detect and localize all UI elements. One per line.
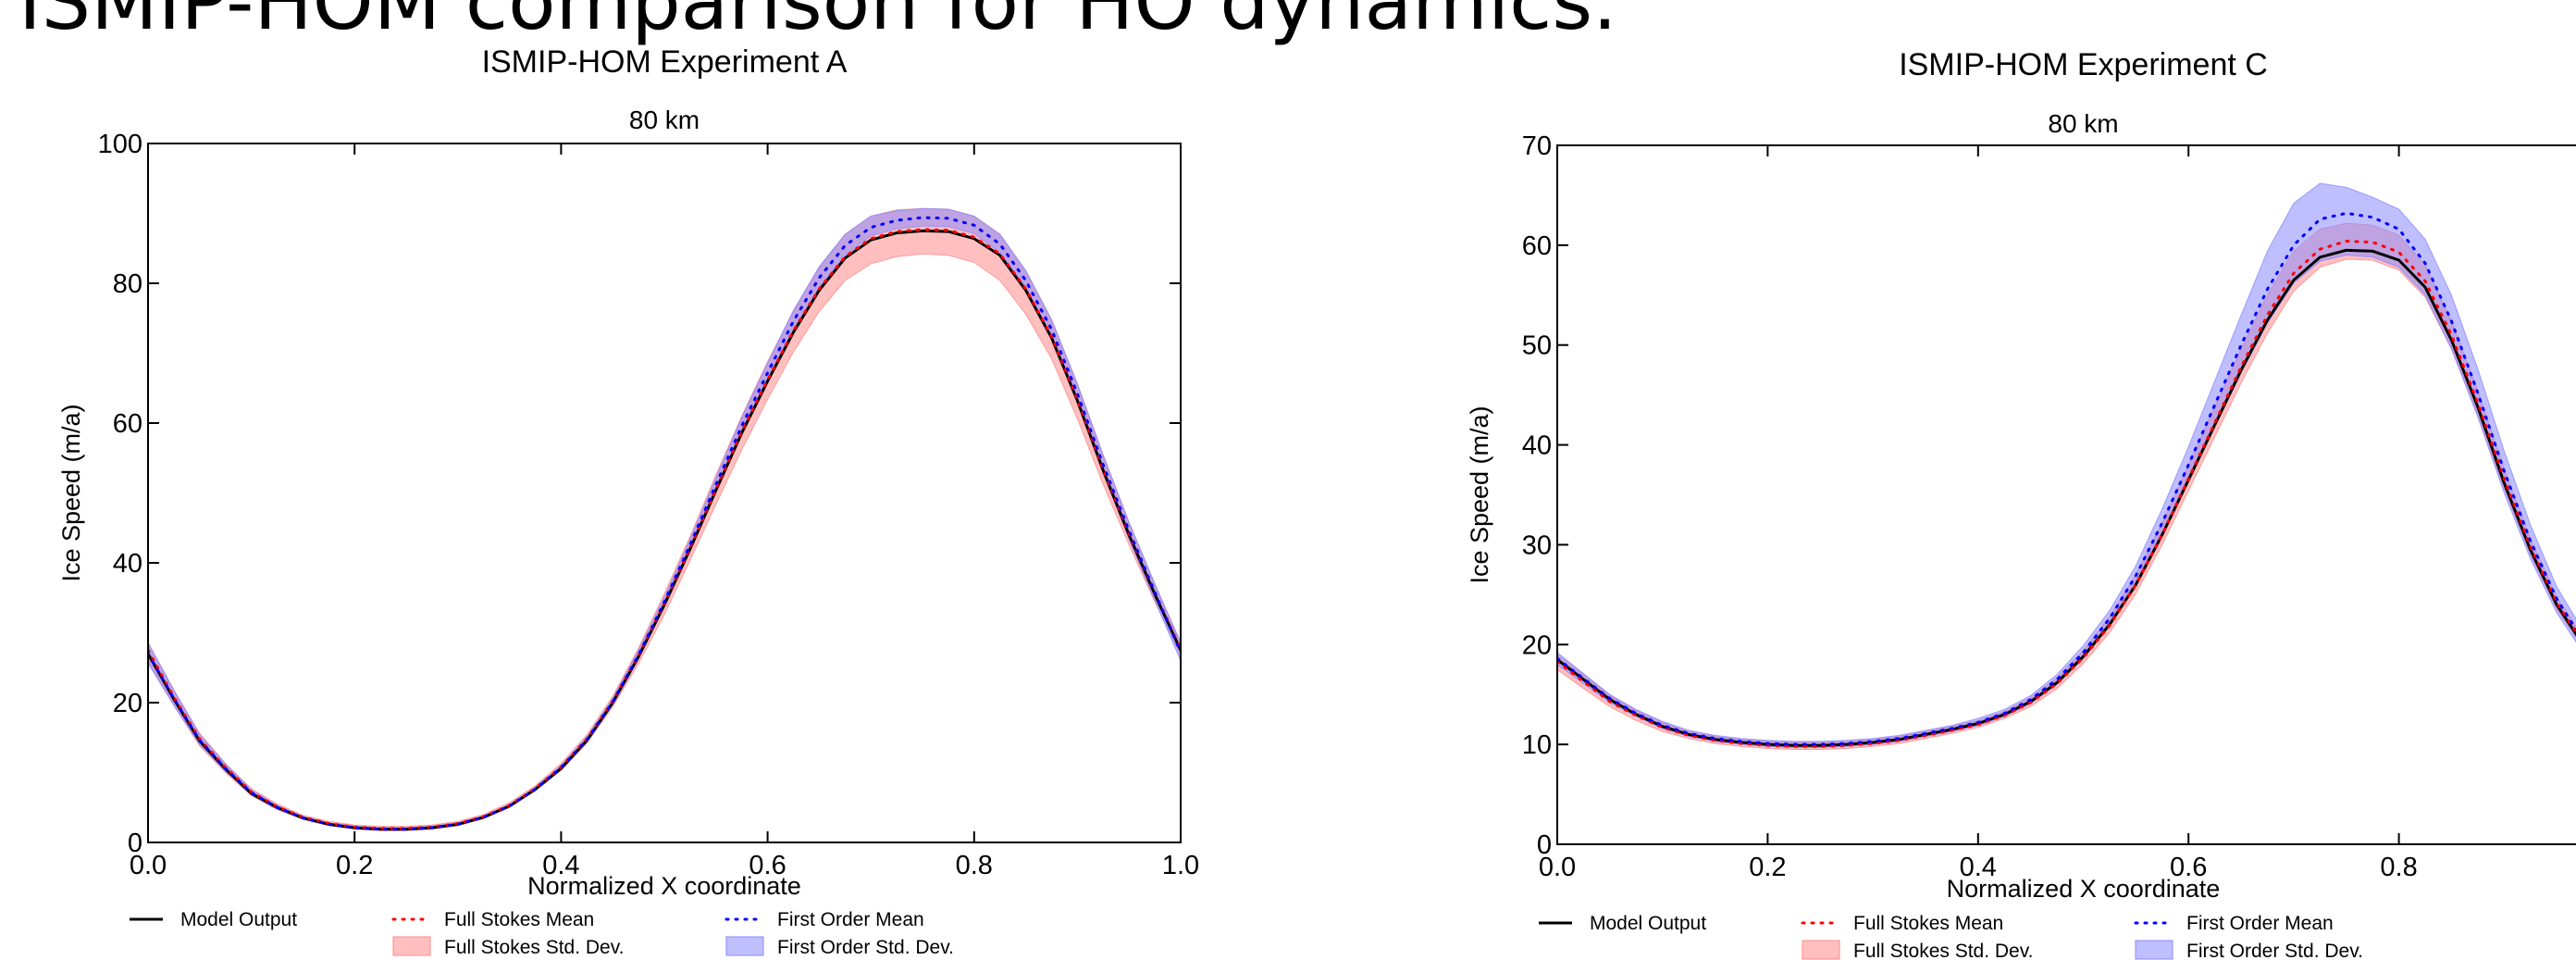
x-tick-label: 0.6	[2170, 853, 2207, 882]
y-tick-label: 20	[113, 689, 142, 718]
y-axis-label: Ice Speed (m/a)	[57, 404, 85, 581]
x-tick-label: 0.6	[749, 851, 786, 880]
first-order-mean-line	[148, 216, 1181, 831]
x-tick-label: 0.0	[1539, 853, 1576, 882]
y-tick-label: 50	[1522, 331, 1552, 361]
first-order-std-band	[1557, 182, 2576, 748]
y-tick-label: 0	[128, 829, 142, 858]
y-tick-label: 20	[1522, 630, 1552, 660]
y-tick-label: 0	[1537, 830, 1552, 860]
y-axis-label: Ice Speed (m/a)	[1466, 405, 1493, 583]
legend-label: Full Stokes Std. Dev.	[1853, 941, 2034, 960]
slide-title: ISMIP-HOM comparison for HO dynamics.	[19, 0, 1617, 47]
legend-label: First Order Std. Dev.	[777, 937, 954, 958]
chart-subtitle: 80 km	[629, 106, 700, 134]
legend-label: Model Output	[1590, 913, 1706, 934]
full-stokes-mean-line	[148, 228, 1181, 830]
y-tick-label: 60	[113, 409, 142, 439]
chart-subtitle: 80 km	[2048, 109, 2118, 138]
legend-label: First Order Mean	[2186, 913, 2334, 934]
y-tick-label: 10	[1522, 730, 1552, 760]
chart-title: ISMIP-HOM Experiment A	[482, 44, 848, 80]
x-tick-label: 0.0	[130, 851, 167, 880]
legend-label: First Order Std. Dev.	[2186, 941, 2363, 960]
legend: Model Output Full Stokes Mean Full Stokes …	[130, 909, 954, 958]
plot-area	[1557, 182, 2576, 750]
y-tick-label: 70	[1522, 131, 1552, 161]
legend-label: Model Output	[180, 909, 297, 930]
y-tick-label: 80	[113, 269, 142, 299]
full-stokes-std-band	[148, 207, 1181, 831]
y-tick-label: 30	[1522, 530, 1552, 560]
legend-swatch-first-order-std	[2135, 940, 2174, 960]
full-stokes-mean-line	[1557, 239, 2576, 748]
plot-area	[148, 207, 1181, 831]
legend-swatch-full-stokes-std	[392, 936, 431, 956]
y-tick-label: 40	[1522, 431, 1552, 461]
x-tick-label: 0.8	[956, 851, 993, 880]
x-tick-label: 0.8	[2380, 853, 2417, 882]
y-tick-label: 60	[1522, 231, 1552, 261]
y-tick-label: 100	[98, 130, 142, 159]
legend-label: Full Stokes Mean	[1853, 913, 2003, 934]
chart-experiment-c: ISMIP-HOM Experiment C 80 km 0.0 0.2 0.4 0.6 0…	[1466, 47, 2576, 960]
x-axis-label: Normalized X coordinate	[527, 872, 801, 900]
y-tick-label: 40	[113, 549, 142, 579]
first-order-mean-line	[1557, 211, 2576, 746]
legend-label: Full Stokes Mean	[444, 909, 594, 930]
chart-experiment-a: ISMIP-HOM Experiment A 80 km 0.0 0.2 0.4 0.6 0…	[57, 44, 1199, 958]
plot-frame	[147, 143, 1182, 843]
legend-swatch-first-order-std	[725, 936, 764, 956]
x-tick-label: 0.4	[542, 851, 579, 880]
x-tick-label: 1.0	[1162, 851, 1199, 880]
x-axis-label: Normalized X coordinate	[1947, 875, 2221, 903]
chart-title: ISMIP-HOM Experiment C	[1899, 47, 2268, 82]
x-tick-label: 0.2	[1749, 853, 1786, 882]
legend: Model Output Full Stokes Mean Full Stokes …	[1539, 913, 2363, 960]
x-tick-label: 0.4	[1960, 853, 1997, 882]
x-tick-label: 0.2	[336, 851, 373, 880]
legend-label: Full Stokes Std. Dev.	[444, 937, 625, 958]
legend-label: First Order Mean	[777, 909, 924, 930]
plot-frame	[1556, 144, 2576, 845]
model-output-line	[148, 229, 1181, 831]
legend-swatch-full-stokes-std	[1802, 940, 1840, 960]
